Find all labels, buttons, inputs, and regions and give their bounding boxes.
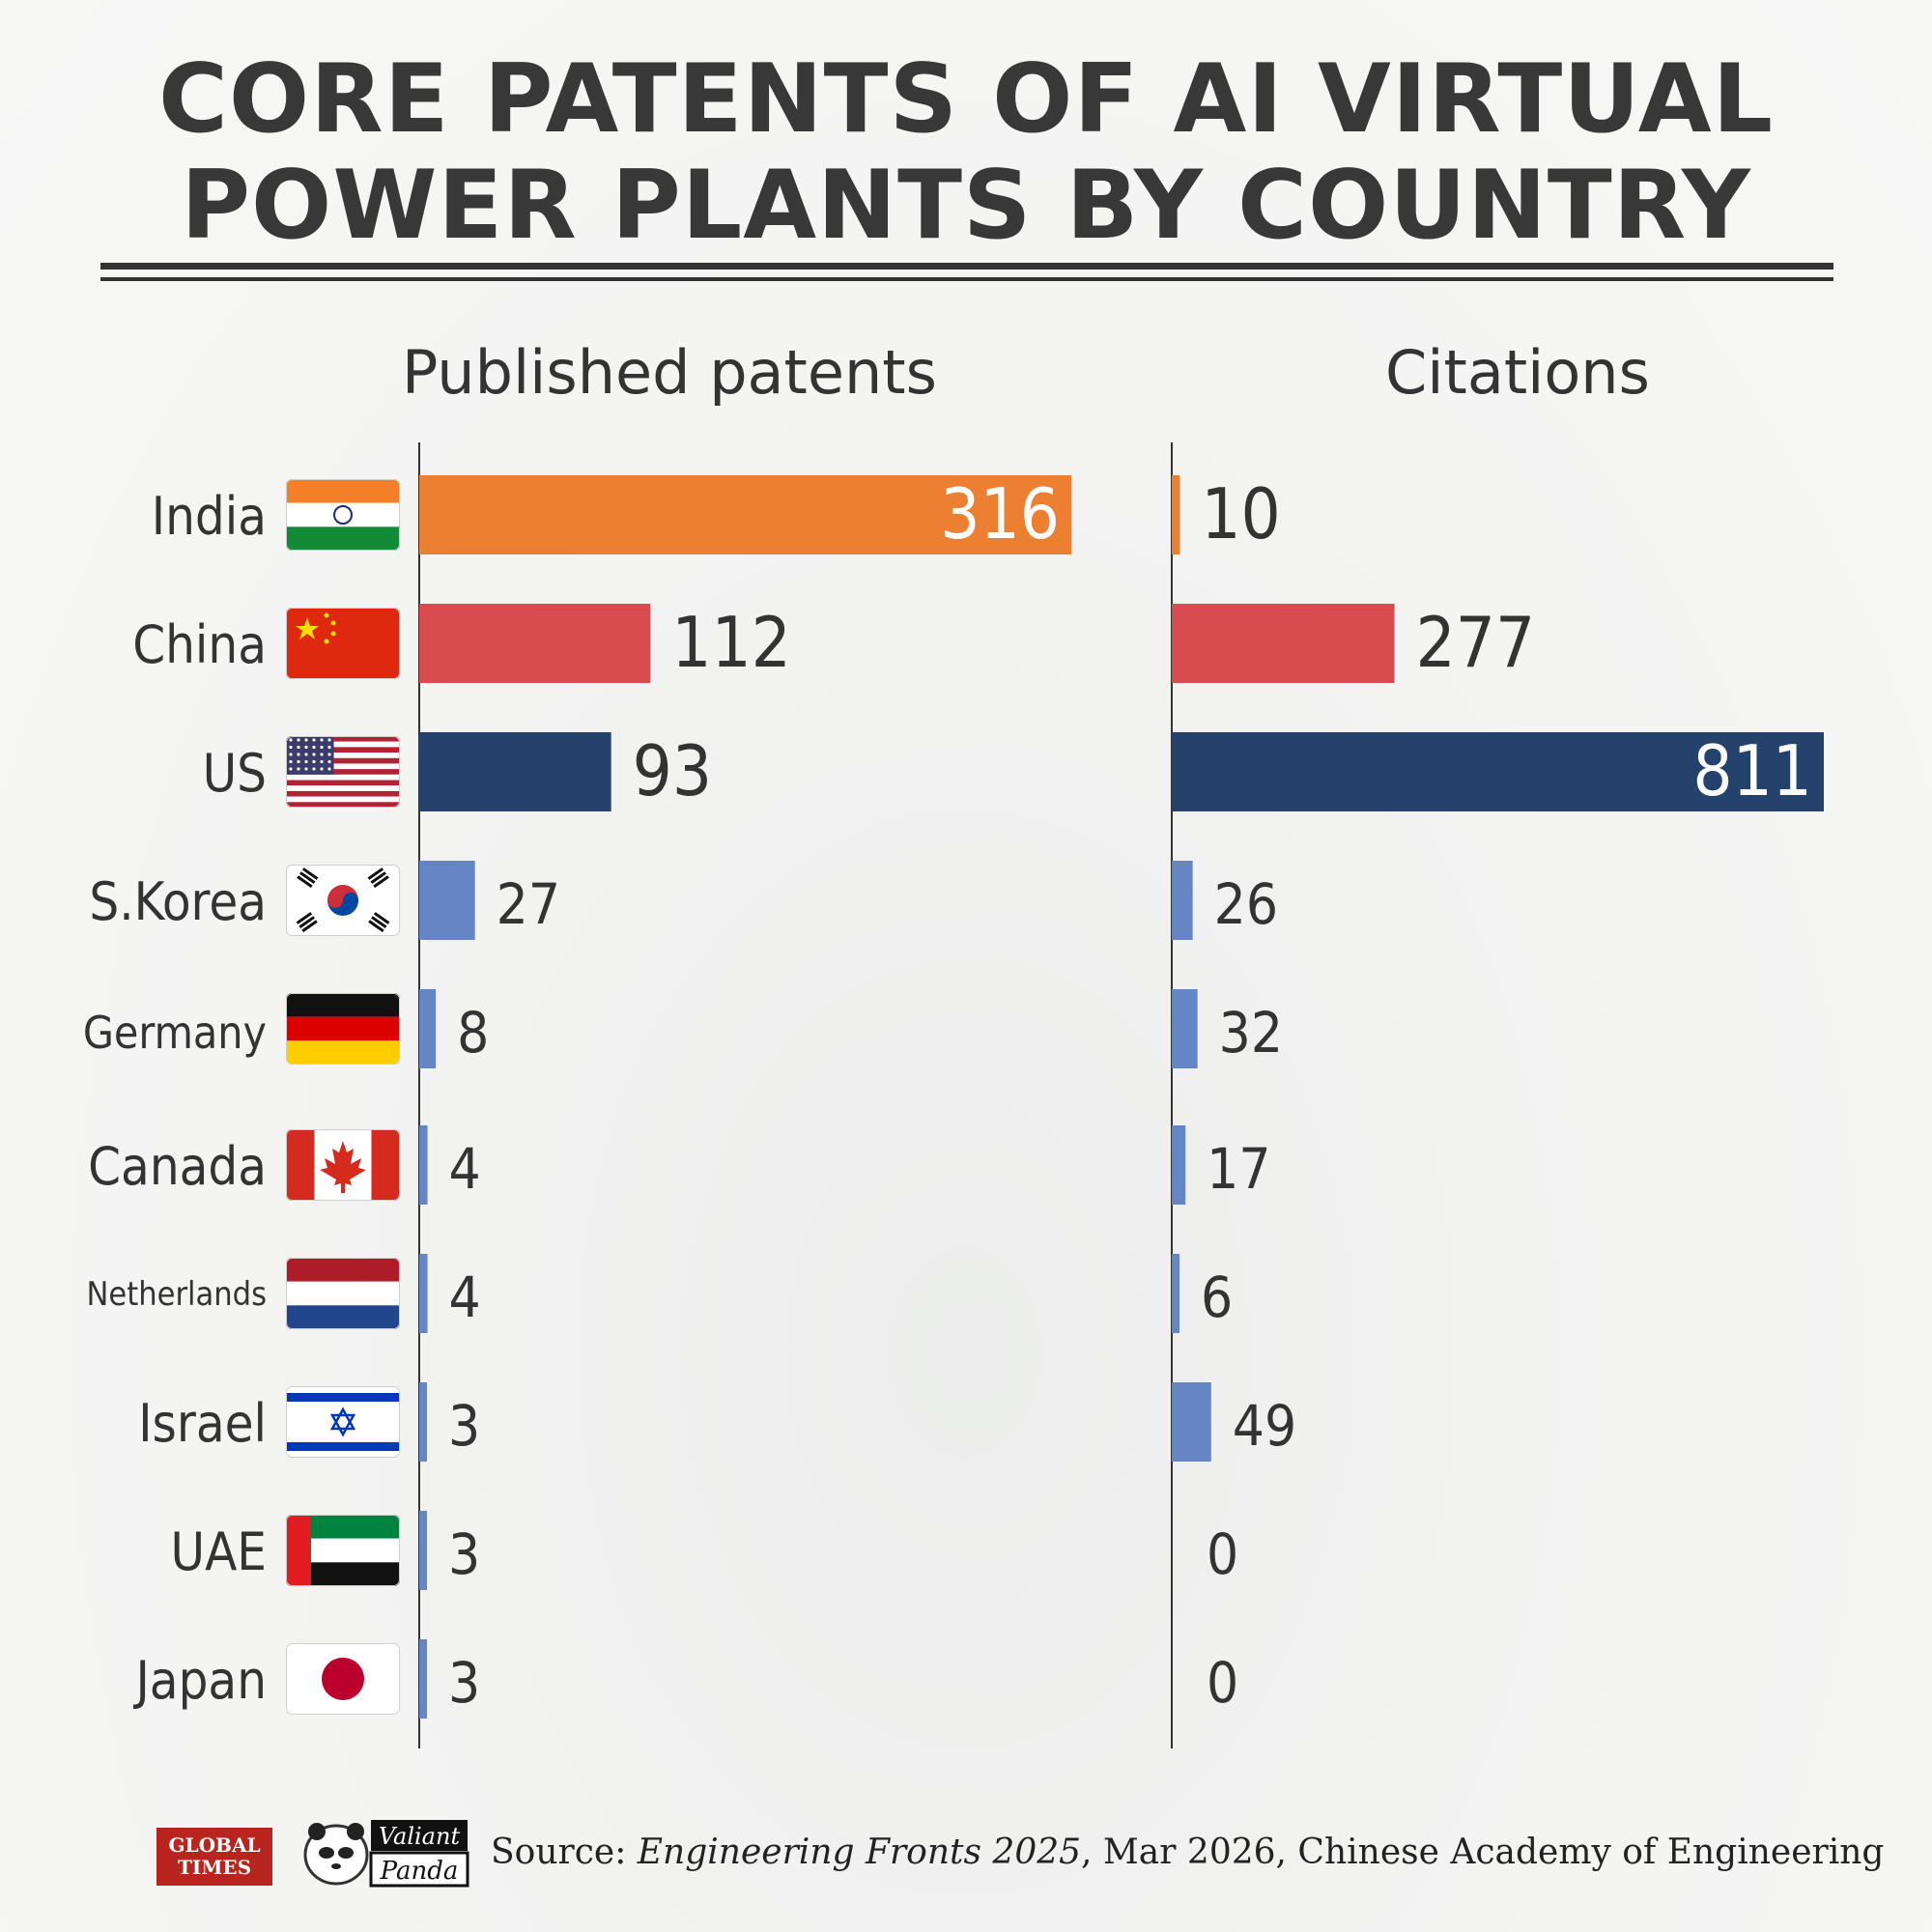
citations-bar-netherlands: [1172, 1254, 1179, 1333]
citations-bar-germany: [1172, 989, 1198, 1068]
citations-value-canada: 17: [1207, 1136, 1270, 1202]
germany-flag-icon: [286, 993, 400, 1065]
patents-column-header: Published patents: [402, 337, 937, 408]
citations-value-japan: 0: [1207, 1650, 1238, 1716]
title-line-1: CORE PATENTS OF AI VIRTUAL: [157, 44, 1775, 155]
country-label-germany: Germany: [83, 1007, 267, 1059]
patents-value-netherlands: 4: [449, 1264, 481, 1330]
patents-value-germany: 8: [457, 1000, 489, 1065]
israel-flag-icon: [286, 1386, 400, 1458]
country-label-netherlands: Netherlands: [87, 1275, 267, 1314]
bar-chart: 316 112 93 278 4 4 3 3 3 10 277 811 26 32 17 649 0 0 India…: [83, 442, 1824, 1748]
country-label-us: US: [203, 743, 267, 804]
patents-bar-us: [419, 732, 611, 811]
uae-flag-icon: [286, 1515, 400, 1586]
citations-value-israel: 49: [1233, 1393, 1296, 1459]
patents-bar-uae: [419, 1511, 427, 1590]
patents-value-china: 112: [671, 602, 791, 683]
patents-bar-india: [419, 475, 1071, 554]
citations-bar-china: [1172, 604, 1395, 683]
china-flag-icon: [286, 608, 400, 679]
japan-flag-icon: [286, 1643, 400, 1715]
netherlands-flag-icon: [286, 1258, 400, 1329]
patents-bar-israel: [419, 1382, 427, 1462]
citations-value-skorea: 26: [1214, 871, 1278, 937]
citations-bar-skorea: [1172, 861, 1193, 940]
citations-bar-israel: [1172, 1382, 1211, 1462]
source-prefix: Source:: [491, 1833, 638, 1872]
patents-value-india: 316: [940, 473, 1060, 554]
source-suffix: , Mar 2026, Chinese Academy of Engineeri…: [1081, 1833, 1885, 1872]
valiant-panda-logo: Valiant Panda: [303, 1820, 469, 1888]
patents-bar-canada: [419, 1125, 428, 1205]
citations-value-china: 277: [1416, 602, 1536, 683]
citations-value-us: 811: [1692, 730, 1812, 811]
patents-value-uae: 3: [448, 1521, 480, 1587]
patents-bar-netherlands: [419, 1254, 428, 1333]
patents-value-skorea: 27: [497, 871, 560, 937]
country-label-japan: Japan: [132, 1650, 267, 1711]
source-publication: Engineering Fronts 2025: [637, 1833, 1082, 1872]
patents-value-israel: 3: [448, 1393, 480, 1459]
citations-value-india: 10: [1201, 473, 1280, 554]
us-flag-icon: [286, 736, 400, 808]
patents-value-japan: 3: [448, 1650, 480, 1716]
country-label-israel: Israel: [138, 1393, 267, 1454]
svg-text:Panda: Panda: [380, 1857, 459, 1886]
title-rule-thick: [100, 263, 1833, 270]
country-label-uae: UAE: [171, 1521, 267, 1582]
patents-bar-china: [419, 604, 651, 683]
citations-value-germany: 32: [1219, 1000, 1283, 1065]
south-korea-flag-icon: [286, 865, 400, 936]
source-note: Source: Engineering Fronts 2025, Mar 202…: [491, 1826, 1884, 1880]
patents-bar-skorea: [419, 861, 475, 940]
country-label-skorea: S.Korea: [89, 871, 267, 932]
patents-bar-germany: [419, 989, 437, 1068]
citations-column-header: Citations: [1385, 337, 1650, 408]
citations-value-uae: 0: [1207, 1521, 1238, 1587]
svg-text:Valiant: Valiant: [379, 1823, 461, 1850]
india-flag-icon: [286, 479, 400, 551]
country-label-china: China: [132, 614, 267, 675]
citations-value-netherlands: 6: [1201, 1264, 1233, 1330]
country-label-canada: Canada: [88, 1136, 267, 1197]
global-times-logo: GLOBAL TIMES: [156, 1828, 272, 1886]
patents-bar-japan: [419, 1639, 427, 1719]
patents-value-us: 93: [633, 730, 712, 811]
citations-bar-india: [1172, 475, 1180, 554]
canada-flag-icon: [286, 1129, 400, 1201]
patents-value-canada: 4: [449, 1136, 481, 1202]
citations-bar-us: [1172, 732, 1824, 811]
title-rule-thin: [100, 277, 1833, 281]
country-label-india: India: [152, 486, 267, 547]
citations-bar-canada: [1172, 1125, 1186, 1205]
title-line-2: POWER PLANTS BY COUNTRY: [181, 151, 1751, 261]
